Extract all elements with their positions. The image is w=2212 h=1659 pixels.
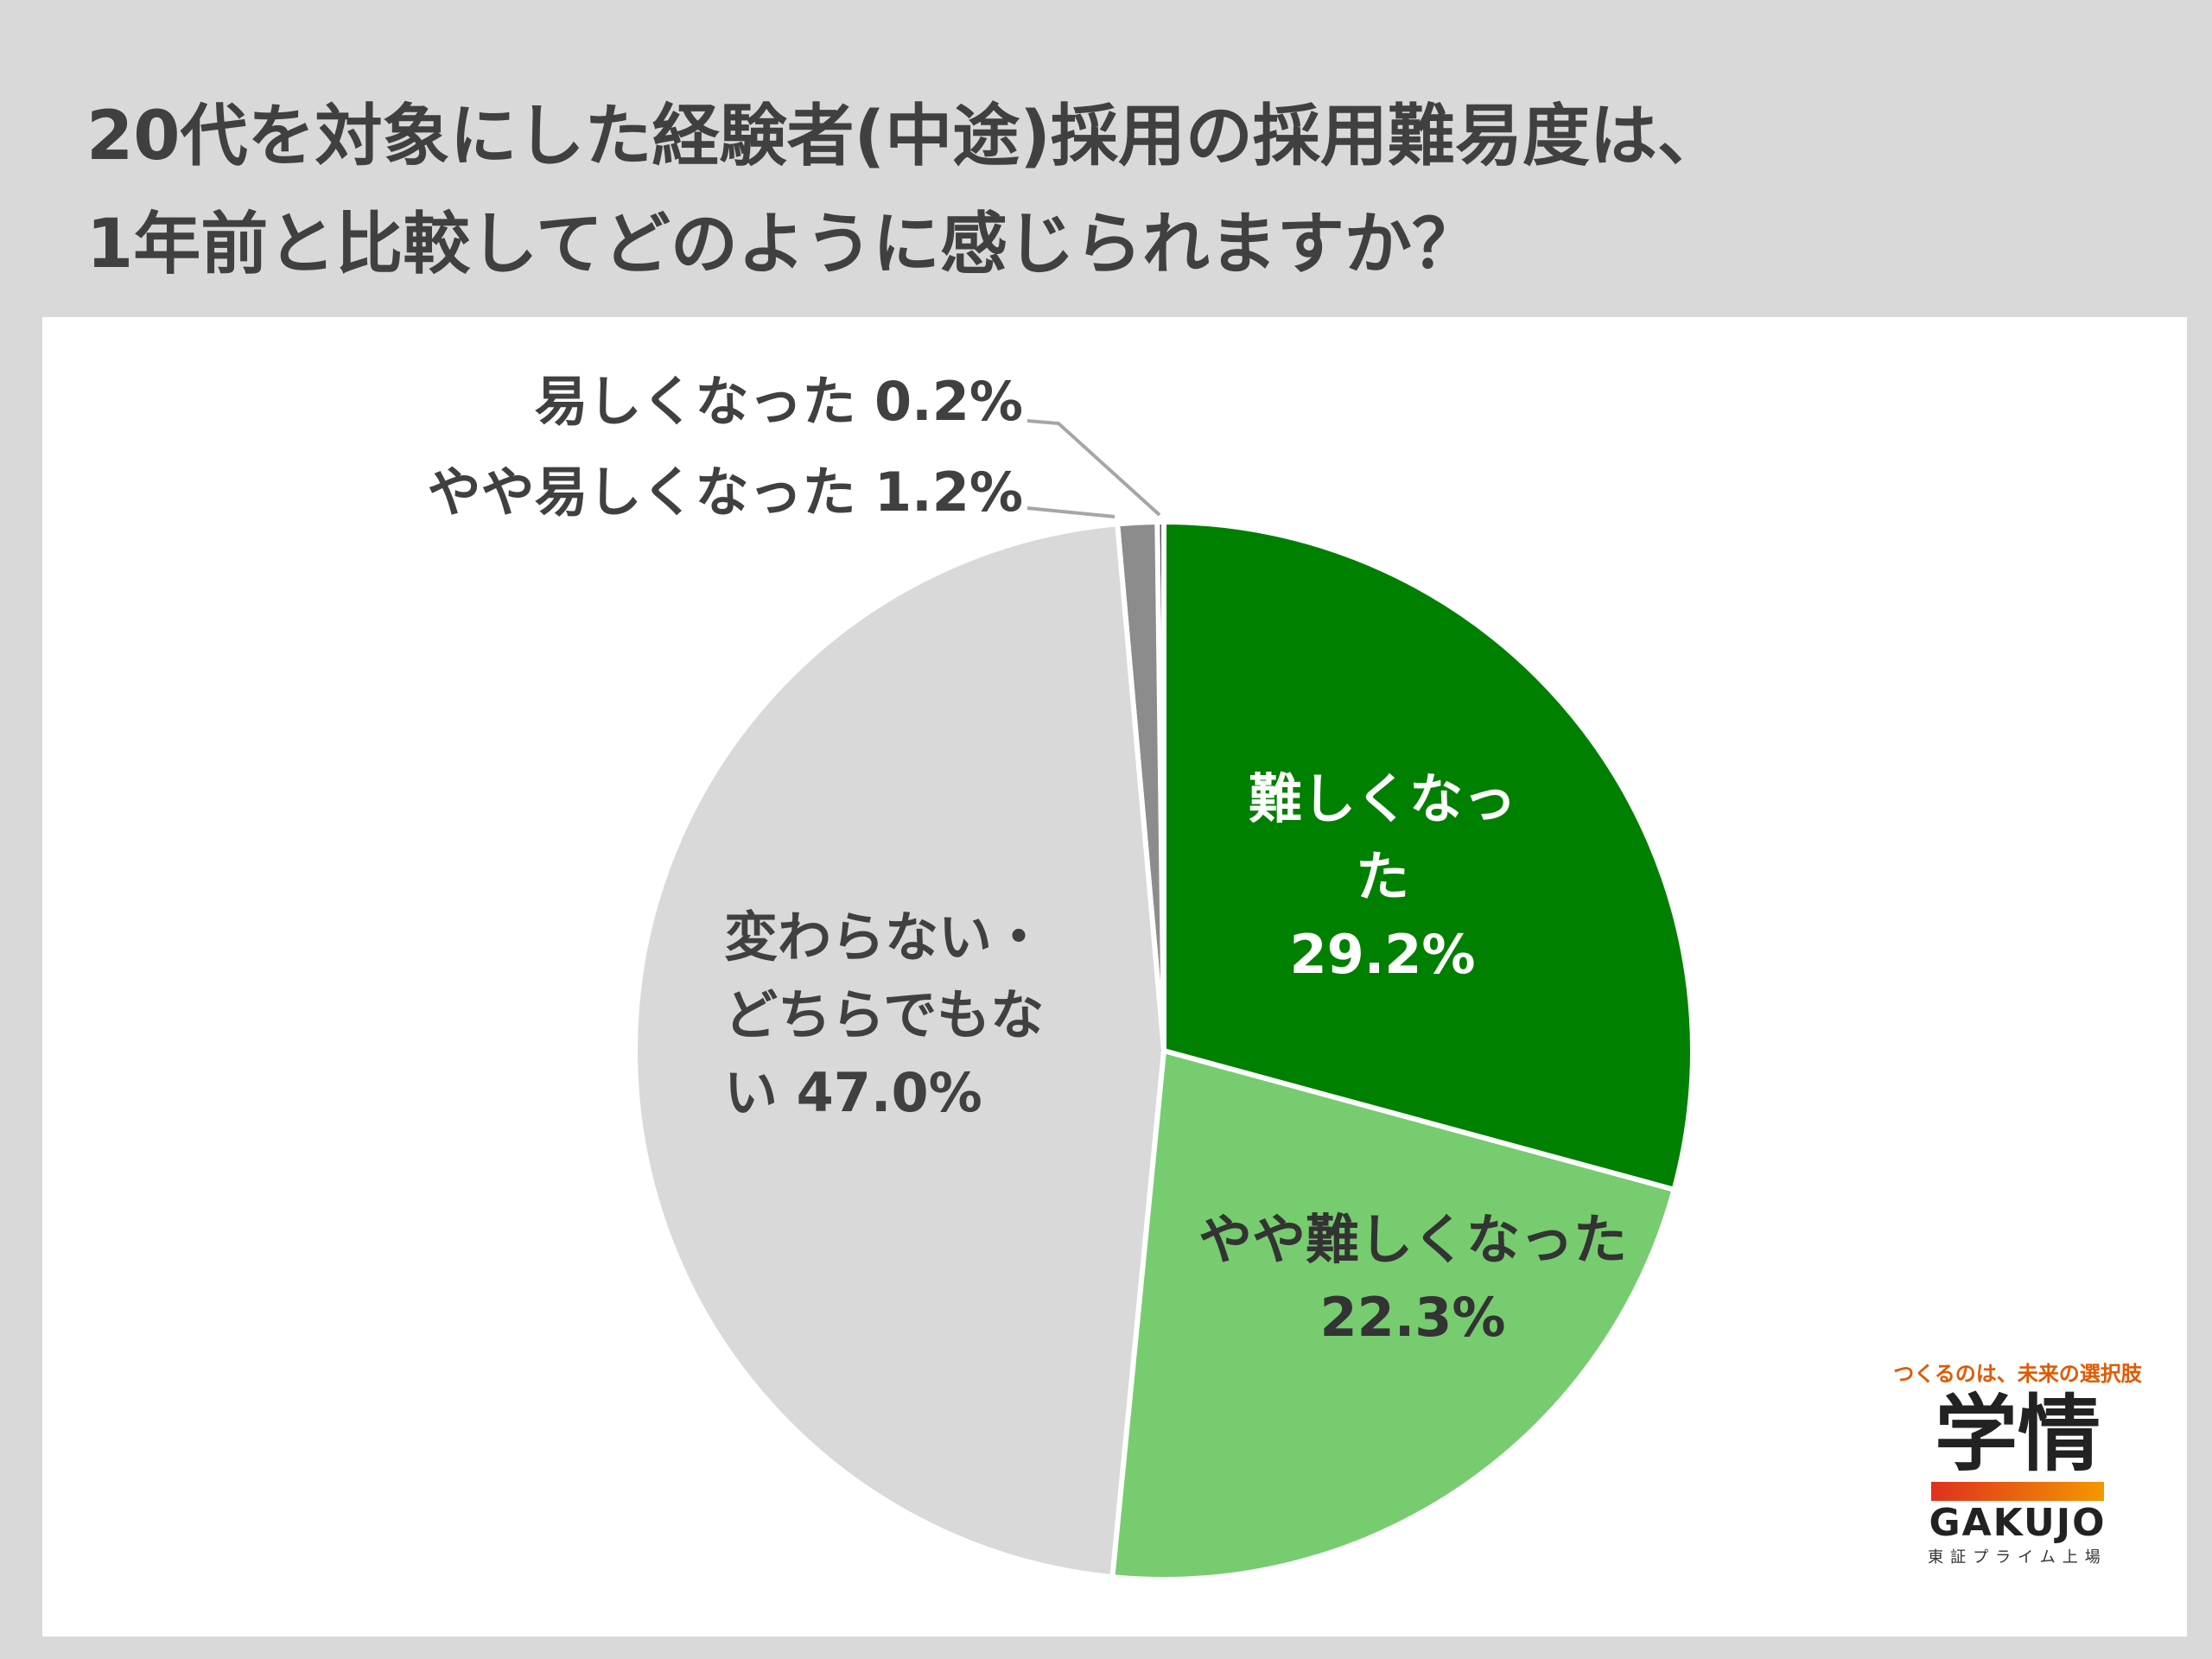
category-label: やや難しくなった: [1198, 1208, 1627, 1271]
value-label: 29.2%: [1289, 922, 1476, 986]
leader-line: [1027, 419, 1161, 517]
logo-tagline: つくるのは、未来の選択肢: [1893, 1362, 2142, 1386]
pie-slice: [632, 521, 1167, 1580]
pie-slice: [1161, 518, 1695, 1193]
category-label: 変わらない・どちらでもない: [724, 906, 1046, 1124]
pie-slice: [1109, 1047, 1678, 1582]
logo: つくるのは、未来の選択肢 学情 GAKUJO 東証プライム上場: [1892, 1357, 2143, 1567]
chart-title: 20代を対象にした経験者(中途)採用の採用難易度は、: [86, 98, 1725, 175]
value-label: 22.3%: [1319, 1285, 1506, 1349]
slice-label: やや難しくなった 22.3%: [1175, 1201, 1650, 1357]
slice-label: 易しくなった 0.2%: [534, 363, 1023, 441]
logo-roman: GAKUJO: [1929, 1501, 2107, 1546]
slice-label: 変わらない・どちらでもない 47.0%: [724, 899, 1070, 1132]
logo-listing: 東証プライム上場: [1928, 1548, 2107, 1567]
logo-name: 学情: [1935, 1386, 2101, 1483]
value-label: 0.2%: [874, 370, 1023, 433]
value-label: 47.0%: [796, 1060, 982, 1124]
slice-label: やや易しくなった 1.2%: [427, 454, 1023, 531]
leader-line: [1027, 506, 1116, 518]
category-label: やや易しくなった: [427, 461, 856, 524]
slice-label: 難しくなった 29.2%: [1227, 760, 1538, 994]
category-label: 難しくなった: [1248, 767, 1516, 908]
logo-bar: [1931, 1482, 2104, 1502]
chart-title: 1年前と比較してどのように感じられますか？: [86, 206, 1479, 283]
category-label: 易しくなった: [534, 370, 856, 433]
value-label: 1.2%: [874, 461, 1023, 524]
